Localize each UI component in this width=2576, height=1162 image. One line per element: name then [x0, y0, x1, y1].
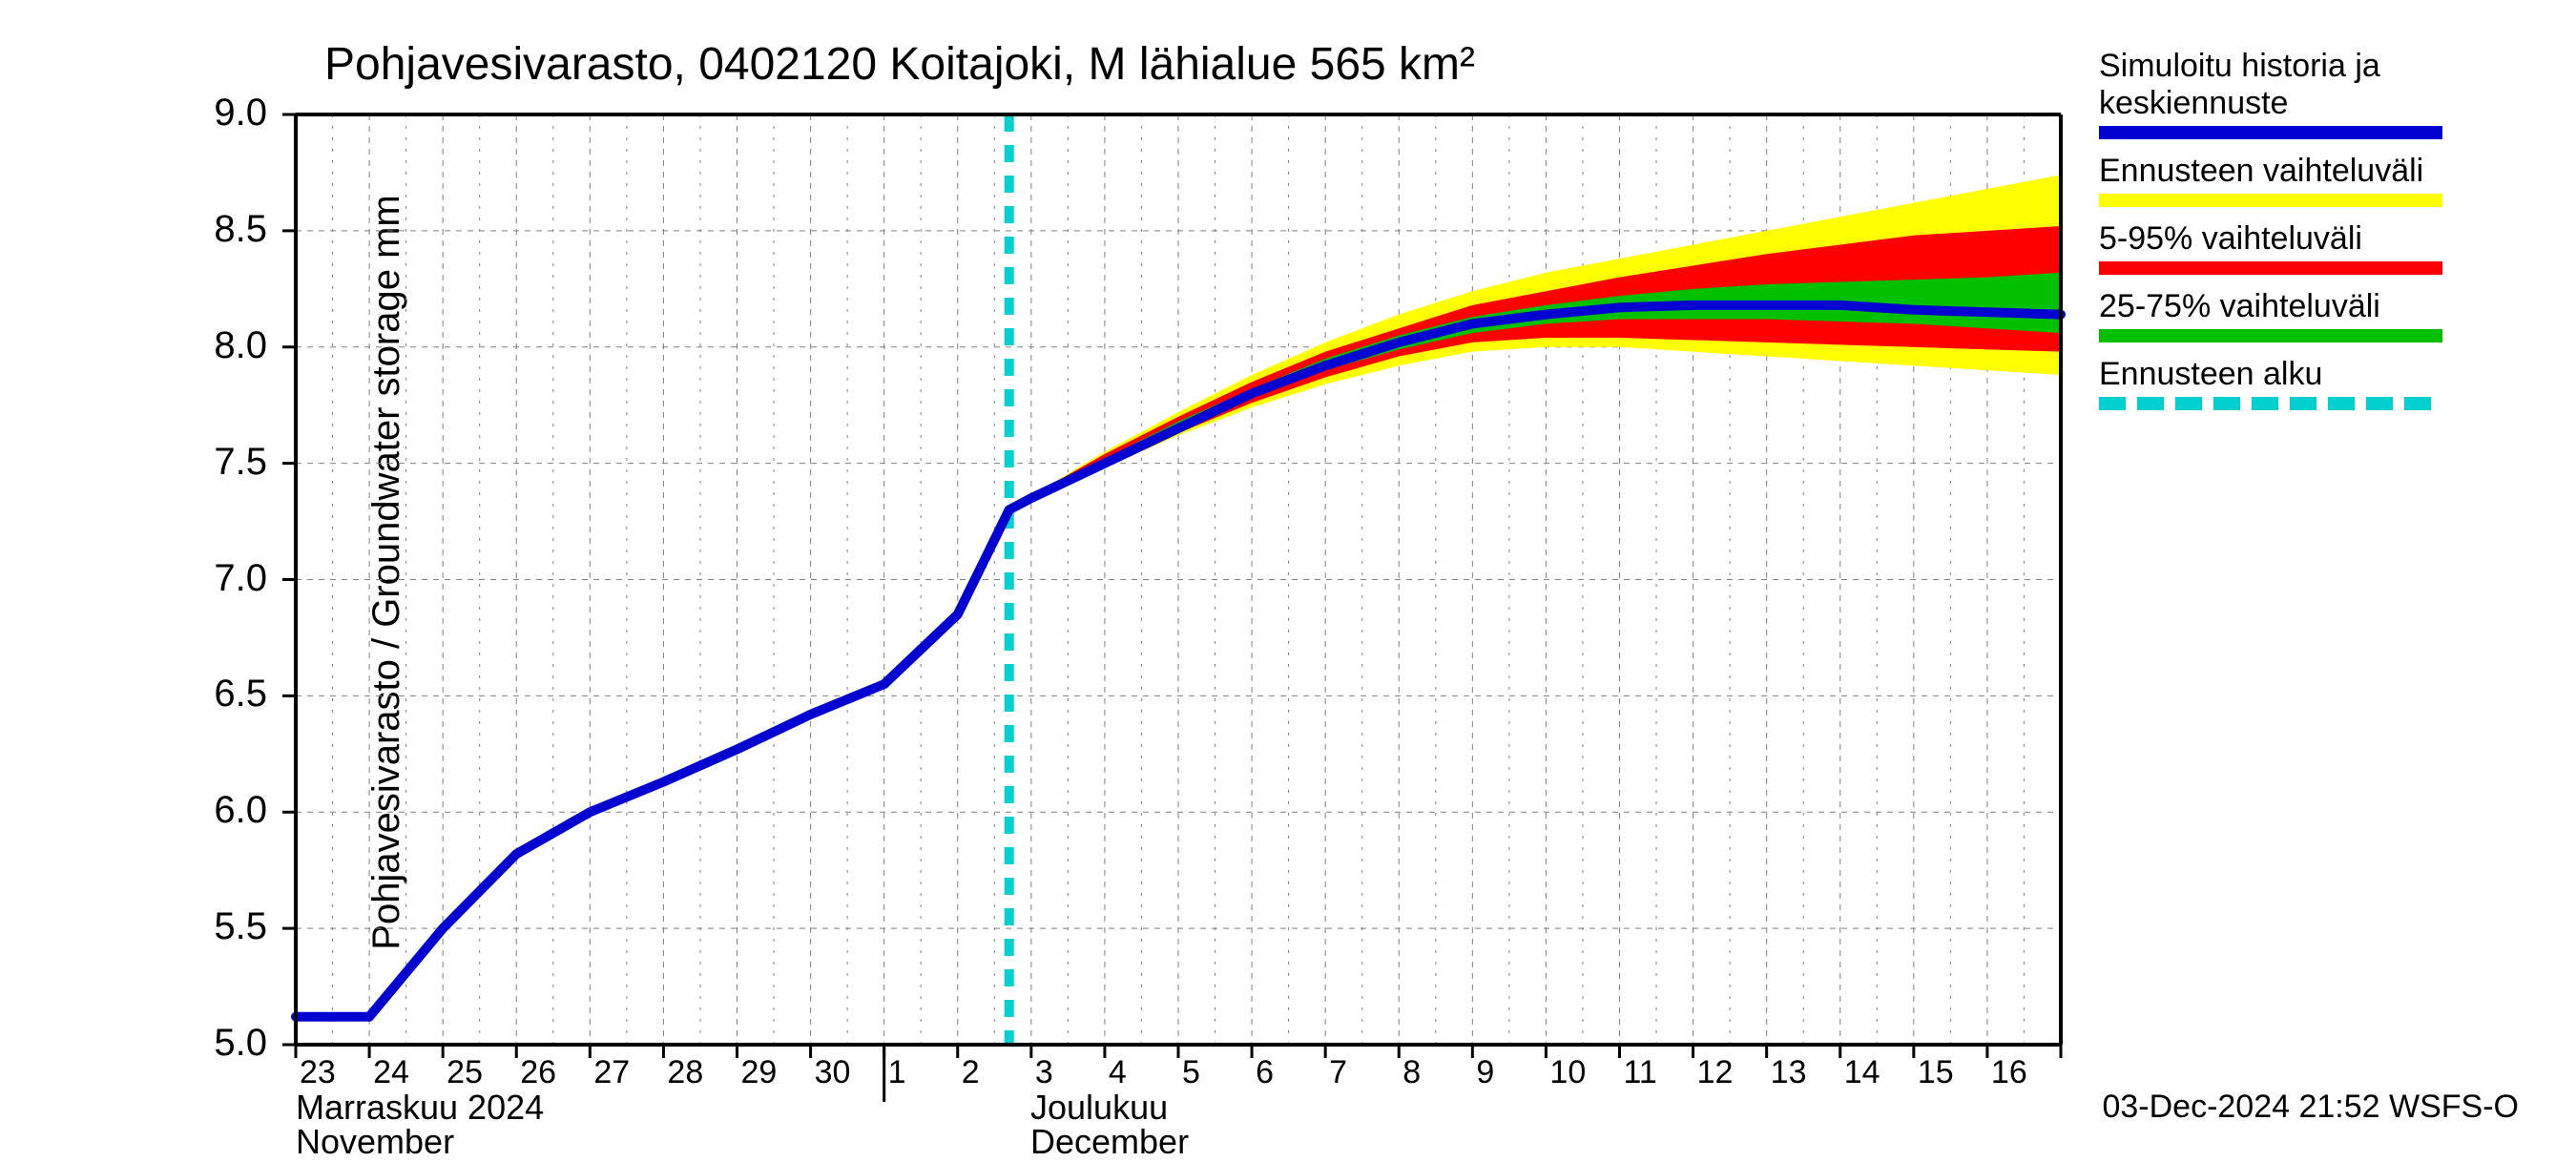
legend-swatch-dash	[2099, 397, 2442, 410]
x-tick-label: 14	[1844, 1054, 1880, 1091]
x-tick-label: 6	[1256, 1054, 1274, 1091]
legend-label: 5-95% vaihteluväli	[2099, 220, 2442, 258]
legend-label: Ennusteen alku	[2099, 356, 2442, 393]
legend-swatch-solid	[2099, 126, 2442, 139]
y-tick-label: 7.0	[181, 557, 267, 600]
legend-entry-main: Simuloitu historia ja keskiennuste	[2099, 48, 2442, 139]
legend-entry-mid: 5-95% vaihteluväli	[2099, 220, 2442, 275]
legend-label: Simuloitu historia ja	[2099, 48, 2442, 85]
legend-entry-forecast-start: Ennusteen alku	[2099, 356, 2442, 410]
x-tick-label: 2	[962, 1054, 980, 1091]
x-tick-label: 15	[1918, 1054, 1954, 1091]
y-tick-label: 7.5	[181, 441, 267, 484]
legend-swatch-solid	[2099, 329, 2442, 342]
x-tick-label: 8	[1402, 1054, 1421, 1091]
x-tick-label: 13	[1771, 1054, 1807, 1091]
month-label-2-line2: December	[1030, 1122, 1189, 1162]
legend-swatch-solid	[2099, 261, 2442, 275]
x-tick-label: 11	[1624, 1054, 1657, 1091]
legend-entry-inner: 25-75% vaihteluväli	[2099, 288, 2442, 342]
x-tick-label: 29	[741, 1054, 778, 1091]
x-tick-label: 27	[593, 1054, 630, 1091]
x-tick-label: 23	[300, 1054, 336, 1091]
x-tick-label: 25	[447, 1054, 483, 1091]
x-tick-label: 26	[520, 1054, 556, 1091]
x-tick-label: 1	[888, 1054, 906, 1091]
legend-swatch-solid	[2099, 194, 2442, 207]
y-tick-label: 6.0	[181, 789, 267, 832]
x-tick-label: 5	[1182, 1054, 1200, 1091]
legend-label: keskiennuste	[2099, 85, 2442, 122]
x-tick-label: 12	[1697, 1054, 1734, 1091]
x-tick-label: 16	[1991, 1054, 2027, 1091]
y-tick-label: 5.5	[181, 905, 267, 948]
x-tick-label: 7	[1329, 1054, 1347, 1091]
y-tick-label: 9.0	[181, 92, 267, 135]
x-tick-label: 10	[1549, 1054, 1586, 1091]
x-tick-label: 9	[1476, 1054, 1494, 1091]
legend-entry-outer: Ennusteen vaihteluväli	[2099, 153, 2442, 207]
x-tick-label: 3	[1035, 1054, 1053, 1091]
chart-page: Pohjavesivarasto / Groundwater storage m…	[0, 0, 2576, 1145]
x-tick-label: 24	[373, 1054, 409, 1091]
x-tick-label: 28	[667, 1054, 703, 1091]
y-tick-label: 8.5	[181, 208, 267, 251]
y-tick-label: 6.5	[181, 673, 267, 716]
x-tick-label: 30	[815, 1054, 851, 1091]
x-tick-label: 4	[1109, 1054, 1127, 1091]
month-label-1-line2: November	[296, 1122, 454, 1162]
y-tick-label: 5.0	[181, 1022, 267, 1065]
legend-label: Ennusteen vaihteluväli	[2099, 153, 2442, 190]
legend-label: 25-75% vaihteluväli	[2099, 288, 2442, 325]
legend: Simuloitu historia ja keskiennuste Ennus…	[2099, 48, 2442, 424]
y-tick-label: 8.0	[181, 324, 267, 367]
